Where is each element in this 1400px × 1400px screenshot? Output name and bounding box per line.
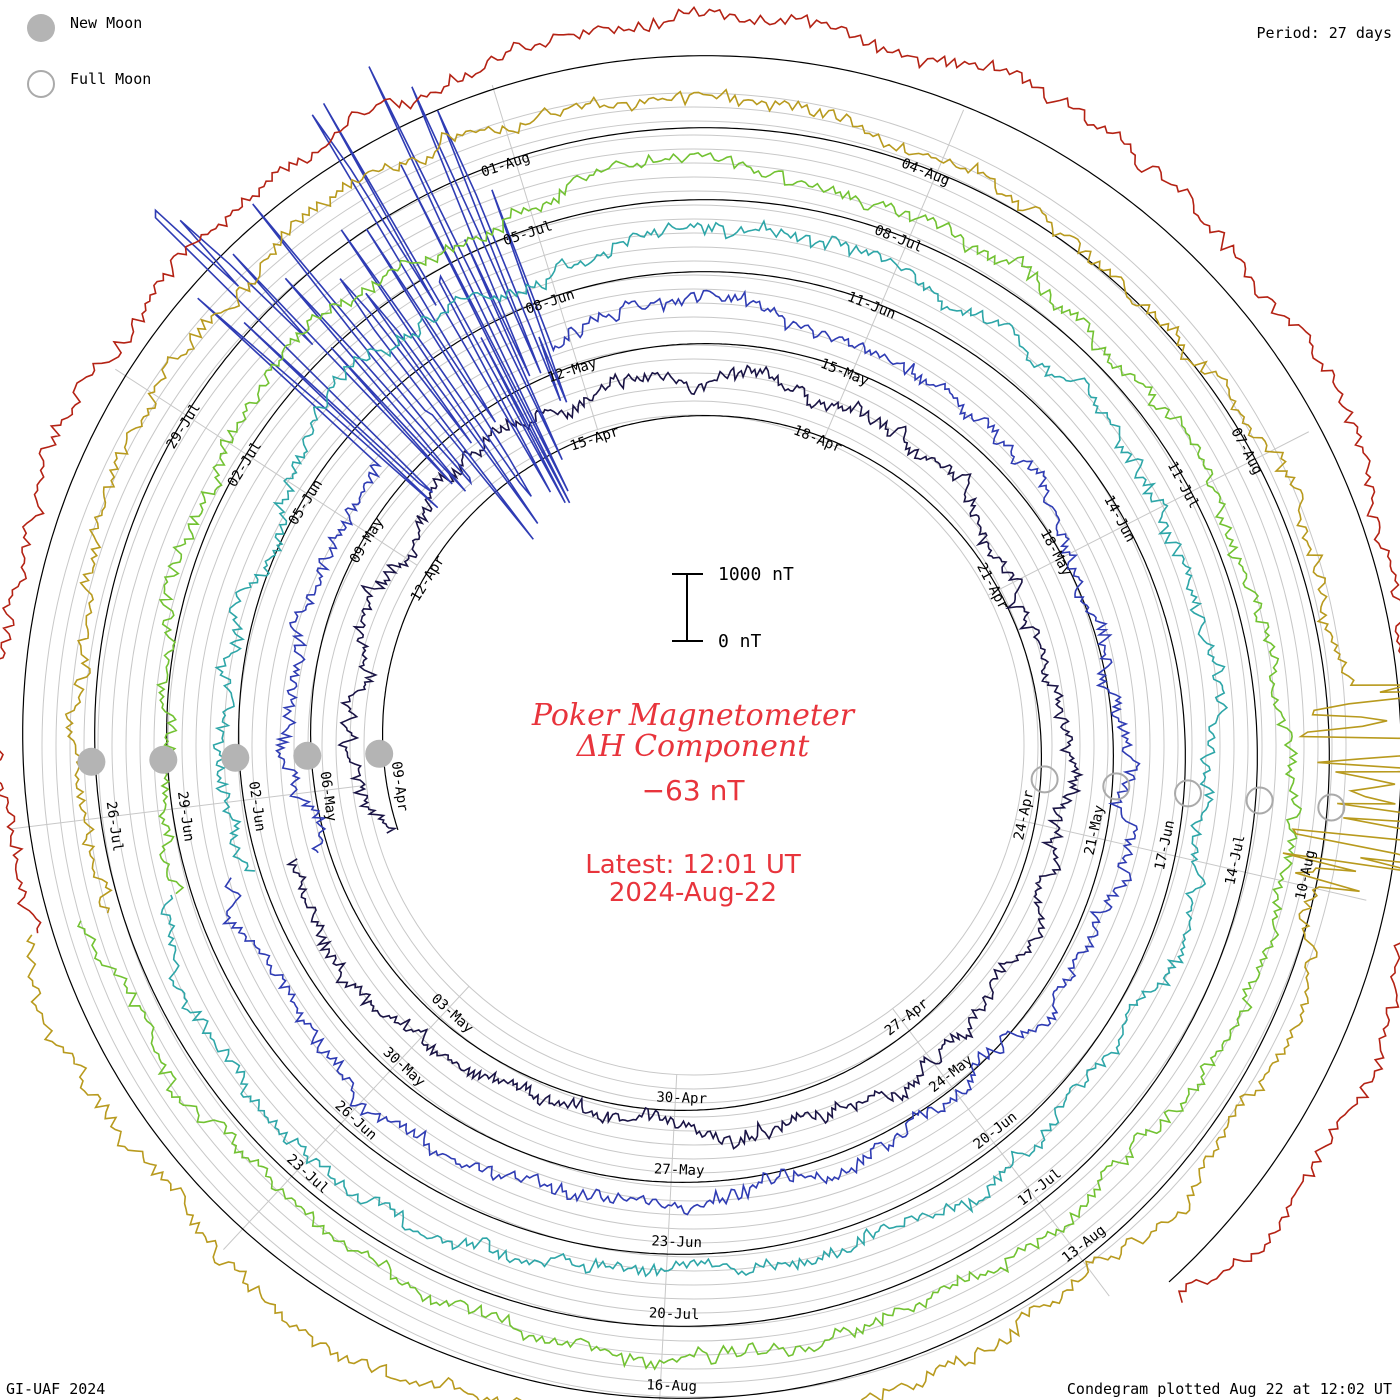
grid-ring xyxy=(195,246,1193,1244)
grid-spoke xyxy=(223,986,470,1250)
scale-bar: 1000 nT 0 nT xyxy=(672,564,794,652)
date-label: 06-May xyxy=(317,770,340,822)
new-moon-marker xyxy=(149,745,178,774)
date-label: 07-Aug xyxy=(1227,425,1265,477)
new-moon-marker xyxy=(221,743,250,772)
latest-date: 2024-Aug-22 xyxy=(608,878,778,908)
date-label: 26-Jul xyxy=(103,800,126,852)
date-label: 21-May xyxy=(1082,804,1108,857)
full-moon-marker xyxy=(1317,793,1346,822)
scale-top-label: 1000 nT xyxy=(718,564,794,585)
date-label: 11-Jul xyxy=(1164,459,1202,511)
grid-spokes xyxy=(9,85,1367,1400)
grid-ring xyxy=(153,204,1235,1286)
plotted-note: Condegram plotted Aug 22 at 12:02 UT xyxy=(1066,1380,1392,1398)
grid-ring xyxy=(321,372,1067,1118)
date-label: 30-Apr xyxy=(656,1090,707,1108)
grid-ring xyxy=(223,274,1165,1216)
full-moon-marker xyxy=(1245,786,1274,815)
grid-ring xyxy=(251,302,1137,1188)
date-label: 18-Apr xyxy=(791,423,844,457)
date-label: 01-Aug xyxy=(479,150,532,181)
series-trace-ring-6 xyxy=(0,6,1400,1303)
grid-spoke xyxy=(1015,818,1367,901)
grid-ring xyxy=(139,190,1249,1300)
credit-label: GI-UAF 2024 xyxy=(6,1380,106,1398)
moon-markers xyxy=(77,739,1346,822)
grid-spoke xyxy=(822,109,965,442)
scale-bottom-label: 0 nT xyxy=(718,631,762,652)
grid-ring xyxy=(69,120,1319,1370)
date-label: 15-May xyxy=(818,356,871,390)
date-label: 09-May xyxy=(347,515,387,566)
full-moon-icon xyxy=(27,70,55,98)
full-moon-marker xyxy=(1030,765,1059,794)
chart-title: Poker Magnetometer xyxy=(531,698,855,733)
grid-rings xyxy=(41,92,1347,1398)
chart-subtitle: ΔH Component xyxy=(576,729,810,764)
date-label: 02-Jun xyxy=(245,780,268,832)
date-label: 17-Jun xyxy=(1152,819,1178,872)
series-trace-ring-5 xyxy=(26,88,1400,1400)
series-trace-ring-4 xyxy=(76,152,1303,1371)
title-block: Poker Magnetometer ΔH Component −63 nT L… xyxy=(450,698,936,907)
date-label: 23-Jun xyxy=(651,1233,702,1251)
baseline-spiral xyxy=(22,55,1400,1399)
new-moon-label: New Moon xyxy=(70,14,143,32)
full-moon-label: Full Moon xyxy=(70,70,152,88)
full-moon-marker xyxy=(1174,779,1202,808)
date-label: 12-Apr xyxy=(408,553,448,604)
date-label: 29-Jul xyxy=(164,400,204,451)
latest-time: Latest: 12:01 UT xyxy=(585,850,801,880)
grid-ring xyxy=(265,316,1123,1174)
grid-ring xyxy=(55,106,1333,1384)
grid-ring xyxy=(335,386,1053,1104)
date-label: 09-Apr xyxy=(388,760,411,812)
grid-ring xyxy=(209,260,1179,1230)
date-label: 02-Jul xyxy=(225,439,265,490)
baseline-path xyxy=(22,55,1400,1399)
date-label: 27-May xyxy=(654,1161,705,1179)
series-trace-ring-3 xyxy=(160,219,1229,1278)
full-moon-marker xyxy=(1102,772,1131,801)
new-moon-icon xyxy=(27,14,55,42)
date-label: 16-Aug xyxy=(646,1377,697,1395)
date-label: 29-Jun xyxy=(174,790,197,842)
period-label: Period: 27 days xyxy=(1256,24,1392,42)
grid-ring xyxy=(97,148,1291,1342)
grid-spoke xyxy=(491,85,598,430)
date-label: 14-Jul xyxy=(1222,834,1248,887)
new-moon-marker xyxy=(77,747,106,776)
date-label: 15-Apr xyxy=(568,424,621,455)
grid-ring xyxy=(111,162,1277,1328)
grid-ring xyxy=(181,232,1207,1258)
series-traces xyxy=(0,6,1400,1400)
grid-spoke xyxy=(9,784,367,830)
grid-ring xyxy=(125,176,1263,1314)
grid-ring xyxy=(293,344,1095,1146)
new-moon-marker xyxy=(365,739,394,768)
new-moon-marker xyxy=(293,741,322,770)
current-value: −63 nT xyxy=(641,774,745,807)
series-trace-ring-2 xyxy=(154,66,1141,1216)
grid-spoke xyxy=(892,1008,1110,1297)
date-label: 20-Jul xyxy=(649,1305,700,1323)
grid-ring xyxy=(167,218,1221,1272)
date-label: 04-Aug xyxy=(899,156,952,190)
date-label: 12-May xyxy=(546,355,599,386)
date-label: 08-Jul xyxy=(872,222,925,256)
grid-ring xyxy=(363,414,1025,1076)
grid-ring xyxy=(349,400,1039,1090)
date-label: 24-Apr xyxy=(1011,789,1037,842)
